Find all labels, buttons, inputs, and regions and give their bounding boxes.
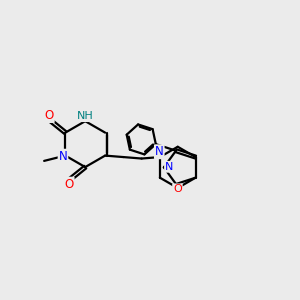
Text: O: O	[64, 178, 74, 191]
Text: O: O	[44, 109, 54, 122]
Text: N: N	[165, 162, 173, 172]
Text: N: N	[58, 150, 68, 163]
Text: N: N	[155, 145, 164, 158]
Text: NH: NH	[77, 111, 94, 121]
Text: O: O	[173, 184, 182, 194]
